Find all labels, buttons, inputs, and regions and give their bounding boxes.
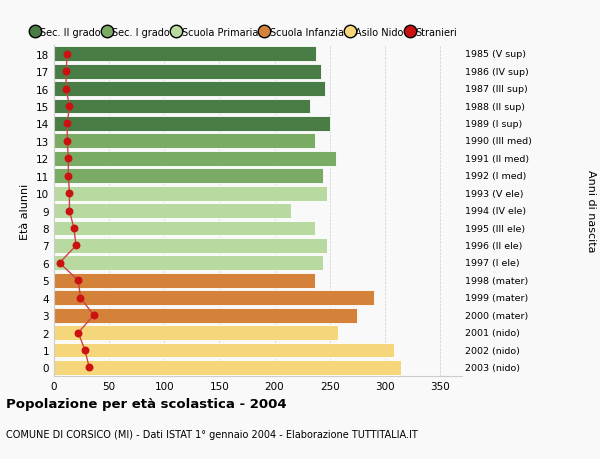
Point: [85, 364, 94, 371]
Bar: [54, 256, 323, 271]
Point: [61, 68, 71, 76]
Text: 1990 (III med): 1990 (III med): [465, 137, 532, 146]
Point: [69, 225, 79, 232]
Point: [80, 347, 89, 354]
Bar: [54, 117, 329, 132]
Point: [73, 329, 83, 336]
Bar: [54, 291, 374, 306]
Bar: [54, 308, 357, 323]
Point: [64, 155, 73, 162]
Bar: [54, 186, 328, 201]
Y-axis label: Età alunni: Età alunni: [20, 183, 31, 239]
Point: [62, 121, 72, 128]
Point: [71, 242, 81, 250]
Text: 1999 (mater): 1999 (mater): [465, 294, 528, 302]
Text: 2002 (nido): 2002 (nido): [465, 346, 520, 355]
Text: 2000 (mater): 2000 (mater): [465, 311, 528, 320]
Point: [62, 51, 72, 58]
Bar: [54, 134, 316, 149]
Text: 1997 (I ele): 1997 (I ele): [465, 259, 520, 268]
Point: [61, 86, 71, 93]
Text: 1996 (II ele): 1996 (II ele): [465, 241, 523, 251]
Text: 2003 (nido): 2003 (nido): [465, 363, 520, 372]
Bar: [54, 47, 316, 62]
Bar: [54, 343, 394, 358]
Text: 1987 (III sup): 1987 (III sup): [465, 85, 528, 94]
Bar: [54, 360, 401, 375]
Bar: [54, 100, 310, 114]
Text: 1998 (mater): 1998 (mater): [465, 276, 528, 285]
Point: [64, 173, 73, 180]
Bar: [54, 325, 338, 340]
Point: [65, 103, 74, 111]
Legend: Sec. II grado, Sec. I grado, Scuola Primaria, Scuola Infanzia, Asilo Nido, Stran: Sec. II grado, Sec. I grado, Scuola Prim…: [32, 28, 457, 38]
Point: [55, 260, 64, 267]
Text: COMUNE DI CORSICO (MI) - Dati ISTAT 1° gennaio 2004 - Elaborazione TUTTITALIA.IT: COMUNE DI CORSICO (MI) - Dati ISTAT 1° g…: [6, 429, 418, 439]
Text: Popolazione per età scolastica - 2004: Popolazione per età scolastica - 2004: [6, 397, 287, 410]
Text: Anni di nascita: Anni di nascita: [586, 170, 596, 252]
Text: 1994 (IV ele): 1994 (IV ele): [465, 207, 526, 216]
Point: [65, 207, 74, 215]
Bar: [54, 65, 321, 79]
Text: 1995 (III ele): 1995 (III ele): [465, 224, 525, 233]
Text: 1993 (V ele): 1993 (V ele): [465, 189, 523, 198]
Bar: [54, 151, 336, 166]
Text: 1992 (I med): 1992 (I med): [465, 172, 526, 181]
Point: [62, 138, 72, 145]
Point: [73, 277, 83, 285]
Point: [89, 312, 98, 319]
Text: 1989 (I sup): 1989 (I sup): [465, 120, 522, 129]
Text: 1985 (V sup): 1985 (V sup): [465, 50, 526, 59]
Point: [65, 190, 74, 197]
Bar: [54, 204, 291, 218]
Bar: [54, 82, 325, 97]
Text: 1988 (II sup): 1988 (II sup): [465, 102, 525, 111]
Bar: [54, 221, 316, 236]
Text: 1986 (IV sup): 1986 (IV sup): [465, 67, 529, 77]
Point: [76, 294, 85, 302]
Bar: [54, 273, 316, 288]
Bar: [54, 239, 328, 253]
Text: 2001 (nido): 2001 (nido): [465, 328, 520, 337]
Text: 1991 (II med): 1991 (II med): [465, 155, 529, 163]
Bar: [54, 169, 323, 184]
